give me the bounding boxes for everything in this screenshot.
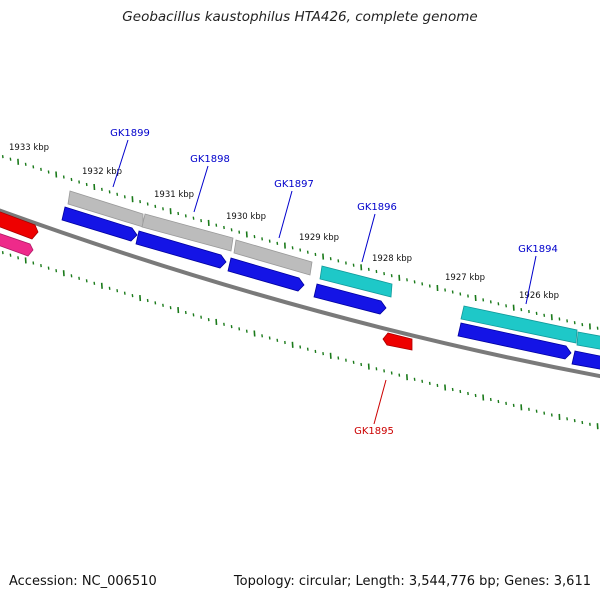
gene-label-gk1894[interactable]: GK1894 xyxy=(518,244,558,255)
gene-label-gk1897[interactable]: GK1897 xyxy=(274,179,314,190)
gene-labels: GK1899 GK1898 GK1897 GK1896 GK1894 GK189… xyxy=(110,128,558,437)
accession-text: Accession: NC_006510 xyxy=(9,574,157,589)
leader-gk1899 xyxy=(112,139,129,188)
gene-label-gk1898[interactable]: GK1898 xyxy=(190,154,230,165)
cds-arrow-6[interactable] xyxy=(571,350,600,370)
gene-label-gk1899[interactable]: GK1899 xyxy=(110,128,150,139)
gene-feature-pink-left[interactable] xyxy=(0,232,34,257)
kbp-label: 1932 kbp xyxy=(82,167,122,177)
leader-gk1896 xyxy=(361,213,376,263)
kbp-labels: 1933 kbp 1932 kbp 1931 kbp 1930 kbp 1929… xyxy=(9,143,559,301)
genome-summary-text: Topology: circular; Length: 3,544,776 bp… xyxy=(233,574,591,589)
kbp-tick-marks-outer xyxy=(1,155,599,330)
gene-features xyxy=(0,190,600,370)
gene-label-gk1896[interactable]: GK1896 xyxy=(357,202,397,213)
cds-arrow-5[interactable] xyxy=(457,322,572,360)
gene-label-gk1895[interactable]: GK1895 xyxy=(354,426,394,437)
gene-feature-gk1894[interactable] xyxy=(460,305,578,344)
gene-feature-gk1896[interactable] xyxy=(319,265,393,298)
kbp-label: 1927 kbp xyxy=(445,273,485,283)
cds-arrow-1[interactable] xyxy=(61,206,138,242)
cds-arrow-4[interactable] xyxy=(313,283,387,315)
kbp-label: 1933 kbp xyxy=(9,143,49,153)
cds-arrow-2[interactable] xyxy=(135,230,227,269)
leader-gk1894 xyxy=(525,255,537,305)
cds-arrow-3[interactable] xyxy=(227,257,305,292)
leader-gk1897 xyxy=(278,190,293,239)
kbp-label: 1931 kbp xyxy=(154,190,194,200)
genome-title: Geobacillus kaustophilus HTA426, complet… xyxy=(122,9,478,25)
kbp-tick-marks-inner xyxy=(1,251,599,430)
genome-backbone xyxy=(0,208,600,379)
kbp-label: 1930 kbp xyxy=(226,212,266,222)
kbp-label: 1929 kbp xyxy=(299,233,339,243)
gene-label-leaders xyxy=(112,139,537,425)
gene-feature-gk1895[interactable] xyxy=(382,332,413,351)
gene-feature-cyan-right[interactable] xyxy=(576,331,600,350)
kbp-label: 1926 kbp xyxy=(519,291,559,301)
leader-gk1898 xyxy=(193,165,209,213)
gene-feature-red-left[interactable] xyxy=(0,210,39,240)
leader-gk1895 xyxy=(373,379,387,425)
gene-feature-gk1897[interactable] xyxy=(233,239,313,276)
kbp-label: 1928 kbp xyxy=(372,254,412,264)
gene-feature-gk1898[interactable] xyxy=(141,213,234,252)
